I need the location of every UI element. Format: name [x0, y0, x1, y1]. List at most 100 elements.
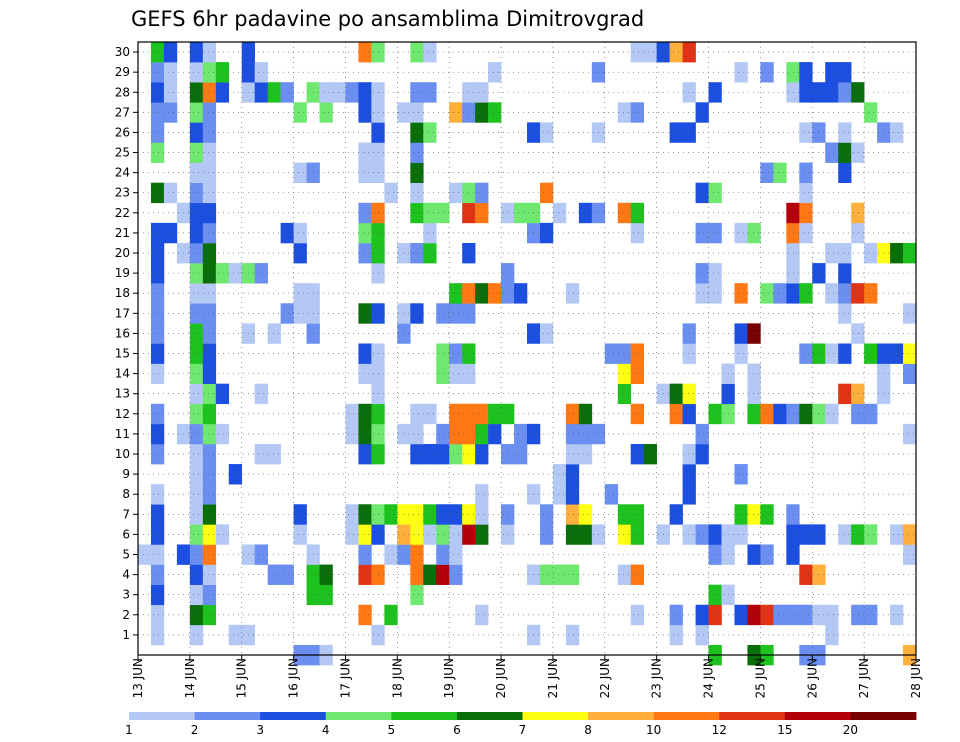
heatmap-cell	[825, 604, 839, 626]
heatmap-cell	[488, 283, 502, 304]
legend-label: 6	[453, 723, 461, 737]
x-tick-label: 15 JUN	[235, 658, 249, 698]
heatmap-cell	[475, 604, 489, 626]
heatmap-cell	[449, 343, 463, 364]
heatmap-cell	[410, 403, 424, 425]
heatmap-cell	[150, 604, 165, 626]
heatmap-cell	[189, 202, 204, 224]
heatmap-cell	[747, 323, 761, 344]
heatmap-cell	[890, 122, 904, 143]
y-tick-label: 23	[115, 186, 130, 200]
heatmap-cell	[578, 202, 593, 224]
heatmap-cell	[488, 102, 502, 123]
heatmap-cell	[838, 162, 852, 183]
x-tick-label: 13 JUN	[131, 658, 145, 698]
heatmap-cell	[708, 263, 722, 284]
heatmap-cell	[630, 604, 644, 626]
heatmap-cell	[358, 343, 372, 364]
heatmap-cell	[449, 102, 463, 123]
heatmap-cell	[150, 584, 165, 606]
heatmap-cell	[358, 102, 372, 123]
heatmap-cell	[202, 82, 217, 103]
heatmap-cell	[189, 102, 204, 123]
heatmap-cell	[565, 283, 580, 304]
y-tick-label: 26	[115, 125, 130, 139]
heatmap-cell	[682, 464, 696, 485]
heatmap-cell	[617, 504, 632, 525]
heatmap-cell	[475, 504, 489, 525]
x-tick-label: 21 JUN	[546, 658, 560, 698]
heatmap-cell	[228, 263, 243, 284]
heatmap-cell	[708, 584, 722, 606]
heatmap-cell	[708, 82, 722, 103]
heatmap-cell	[565, 624, 580, 646]
heatmap-cell	[708, 403, 722, 425]
heatmap-cell	[202, 202, 217, 224]
heatmap-cell	[202, 504, 217, 525]
heatmap-cell	[449, 524, 463, 545]
heatmap-cell	[669, 42, 683, 63]
heatmap-cell	[150, 524, 165, 545]
heatmap-cell	[630, 564, 644, 585]
heatmap-cell	[423, 202, 437, 224]
heatmap-cell	[189, 423, 204, 445]
heatmap-cell	[864, 283, 878, 304]
heatmap-cell	[903, 524, 917, 545]
heatmap-cell	[864, 524, 878, 545]
legend-label: 2	[191, 723, 199, 737]
heatmap-cell	[202, 343, 217, 364]
heatmap-cell	[150, 102, 165, 123]
heatmap-cell	[449, 363, 463, 384]
heatmap-cell	[786, 504, 800, 525]
heatmap-cell	[228, 624, 243, 646]
heatmap-cell	[799, 604, 813, 626]
legend-label: 15	[777, 723, 792, 737]
heatmap-cell	[280, 222, 294, 244]
heatmap-cell	[345, 504, 359, 525]
heatmap-cell	[786, 524, 800, 545]
y-tick-label: 7	[122, 507, 130, 521]
heatmap-cell	[215, 524, 230, 545]
heatmap-cell	[838, 122, 852, 143]
heatmap-cell	[864, 604, 878, 626]
heatmap-cell	[475, 524, 489, 545]
heatmap-cell	[358, 423, 372, 445]
y-tick-label: 5	[122, 548, 130, 562]
heatmap-cell	[565, 504, 580, 525]
heatmap-cell	[332, 82, 346, 103]
heatmap-cell	[617, 564, 632, 585]
heatmap-cell	[669, 624, 683, 646]
heatmap-cell	[319, 584, 333, 606]
heatmap-cell	[189, 383, 204, 405]
heatmap-cell	[436, 524, 450, 545]
heatmap-cell	[539, 182, 554, 204]
heatmap-cell	[630, 504, 644, 525]
heatmap-cell	[202, 222, 217, 244]
heatmap-cell	[799, 222, 813, 244]
heatmap-cell	[682, 484, 696, 505]
legend-label: 3	[256, 723, 264, 737]
heatmap-cell	[410, 544, 424, 565]
heatmap-cell	[786, 62, 800, 83]
heatmap-cell	[202, 283, 217, 304]
heatmap-cell	[695, 222, 709, 244]
heatmap-cell	[293, 102, 307, 123]
heatmap-cell	[423, 122, 437, 143]
y-tick-label: 8	[122, 487, 130, 501]
heatmap-cell	[319, 564, 333, 585]
heatmap-cell	[293, 242, 307, 264]
heatmap-cell	[202, 544, 217, 565]
heatmap-cell	[514, 283, 528, 304]
heatmap-cell	[202, 142, 217, 163]
heatmap-cell	[682, 403, 696, 425]
heatmap-cell	[682, 323, 696, 344]
heatmap-cell	[189, 82, 204, 103]
heatmap-cell	[358, 202, 372, 224]
heatmap-cell	[682, 122, 696, 143]
heatmap-cell	[501, 202, 515, 224]
heatmap-cell	[150, 82, 165, 103]
heatmap-cell	[514, 202, 528, 224]
heatmap-cell	[682, 524, 696, 545]
heatmap-cell	[189, 524, 204, 545]
heatmap-cell	[539, 524, 554, 545]
